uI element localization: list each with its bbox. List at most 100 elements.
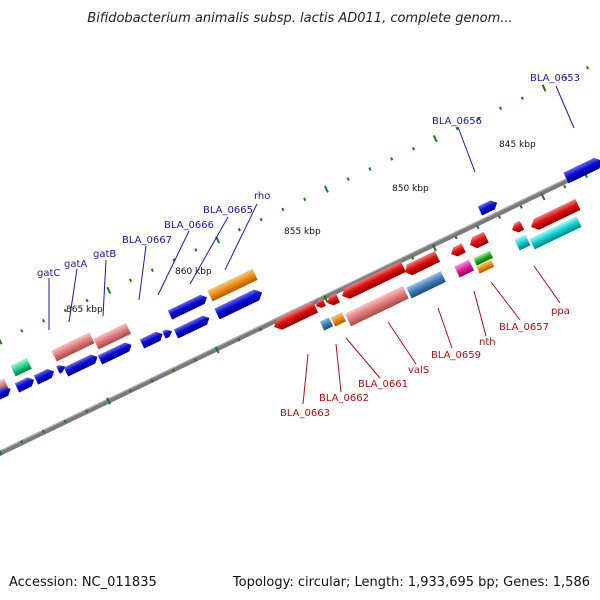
tick-label-850: 850 kbp xyxy=(392,184,429,194)
label-ppa[interactable]: ppa xyxy=(551,306,570,317)
tick-label-860: 860 kbp xyxy=(175,267,212,277)
gene-bla-0659[interactable] xyxy=(406,271,446,299)
gene-rho[interactable] xyxy=(214,287,264,320)
scale-tick xyxy=(281,207,285,212)
gene-nth-magenta[interactable] xyxy=(454,259,475,278)
scale-tick xyxy=(477,116,481,121)
scale-tick xyxy=(194,248,198,252)
label-bla-0663[interactable]: BLA_0663 xyxy=(280,408,330,419)
label-bla-0656[interactable]: BLA_0656 xyxy=(432,116,482,127)
scale-tick xyxy=(346,177,350,181)
scale-tick xyxy=(63,419,67,424)
gene-gatc[interactable] xyxy=(10,357,32,377)
gene-bla-0661[interactable] xyxy=(330,312,346,327)
label-gata[interactable]: gatA xyxy=(64,259,87,270)
label-leader-lines xyxy=(48,85,575,405)
scale-tick xyxy=(20,440,24,444)
scale-tick xyxy=(172,368,176,373)
gene-nth-green[interactable] xyxy=(473,250,493,266)
scale-tick xyxy=(498,215,502,219)
scale-tick xyxy=(150,268,154,272)
gene-bla-0667-small[interactable] xyxy=(162,327,174,339)
scale-tick xyxy=(498,106,503,111)
scale-tick xyxy=(540,193,546,201)
gene-ppa-cyan[interactable] xyxy=(529,216,582,250)
tick-label-865: 865 kbp xyxy=(66,305,103,315)
gene-gatb-2[interactable] xyxy=(97,340,134,365)
scale-tick xyxy=(584,174,588,179)
label-rho[interactable]: rho xyxy=(254,191,270,202)
forward-labels: BLA_0653 BLA_0656 rho BLA_0665 BLA_0666 … xyxy=(37,73,580,279)
scale-tick xyxy=(106,286,112,294)
label-bla-0657[interactable]: BLA_0657 xyxy=(499,322,549,333)
scale-tick xyxy=(85,409,89,413)
scale-tick xyxy=(41,318,46,323)
scale-tick xyxy=(432,244,437,252)
gene-gatb[interactable] xyxy=(93,322,132,350)
scale-tick xyxy=(564,76,568,80)
gene-nth-a[interactable] xyxy=(467,231,489,251)
tick-label-845: 845 kbp xyxy=(499,140,536,150)
label-bla-0662[interactable]: BLA_0662 xyxy=(319,393,369,404)
label-bla-0666[interactable]: BLA_0666 xyxy=(164,220,214,231)
scale-tick xyxy=(432,135,438,143)
gene-bla-0659-red[interactable] xyxy=(402,250,441,277)
gene-bla-0656[interactable] xyxy=(477,198,499,216)
gene-vals[interactable] xyxy=(344,285,409,327)
gene-bla-0662[interactable] xyxy=(319,317,334,331)
gene-nth-b[interactable] xyxy=(449,243,466,258)
gene-bla-0653[interactable] xyxy=(563,155,600,184)
label-bla-0653[interactable]: BLA_0653 xyxy=(530,73,580,84)
gene-bla-0661-red[interactable] xyxy=(325,293,340,307)
label-gatc[interactable]: gatC xyxy=(37,268,60,279)
scale-tick xyxy=(519,205,523,209)
label-vals[interactable]: valS xyxy=(408,365,429,376)
gene-ppa-cyan-small[interactable] xyxy=(514,234,531,251)
scale-tick xyxy=(455,126,459,131)
gene-bla-0667[interactable] xyxy=(139,330,165,349)
tick-label-855: 855 kbp xyxy=(284,227,321,237)
map-title: Bifidobacterium animalis subsp. lactis A… xyxy=(87,11,512,26)
gene-edge-4[interactable] xyxy=(0,384,13,400)
scale-dots-outer xyxy=(0,65,590,345)
gene-bla-0662-red[interactable] xyxy=(314,298,326,309)
gene-nth-orange[interactable] xyxy=(476,259,495,274)
scale-tick xyxy=(106,397,111,405)
label-bla-0659[interactable]: BLA_0659 xyxy=(431,350,481,361)
gene-gata[interactable] xyxy=(51,332,95,362)
scale-tick xyxy=(563,184,567,189)
label-bla-0661[interactable]: BLA_0661 xyxy=(358,379,408,390)
gene-gatc-2[interactable] xyxy=(33,367,56,385)
label-nth[interactable]: nth xyxy=(479,337,496,348)
reverse-labels: ppa BLA_0657 nth BLA_0659 valS BLA_0661 … xyxy=(280,306,570,419)
gene-gata-2[interactable] xyxy=(63,352,100,377)
scale-tick xyxy=(520,96,524,100)
label-gatb[interactable]: gatB xyxy=(93,249,116,260)
scale-tick xyxy=(259,327,263,332)
scale-tick xyxy=(411,146,416,151)
scale-tick xyxy=(237,337,241,342)
gene-bla-0665[interactable] xyxy=(207,268,258,302)
scale-tick xyxy=(303,197,307,202)
scale-tick xyxy=(323,295,329,303)
label-bla-0667[interactable]: BLA_0667 xyxy=(122,235,172,246)
gene-edge-2[interactable] xyxy=(56,363,67,374)
scale-labels: 845 kbp 850 kbp 855 kbp 860 kbp 865 kbp xyxy=(66,140,536,315)
gene-bla-0666-b[interactable] xyxy=(173,313,212,339)
scale-tick xyxy=(193,358,198,362)
scale-tick xyxy=(454,235,458,240)
reverse-features xyxy=(271,199,582,333)
scale-tick xyxy=(41,429,45,434)
scale-tick xyxy=(150,378,154,383)
scale-tick xyxy=(390,157,394,161)
gene-bla-0666-a[interactable] xyxy=(167,293,209,320)
gene-edge-1[interactable] xyxy=(14,375,36,393)
gene-bla-0663[interactable] xyxy=(271,301,319,333)
forward-features xyxy=(0,155,600,400)
gene-bla-0657[interactable] xyxy=(510,220,525,235)
accession-text: Accession: NC_011835 xyxy=(9,575,157,590)
gene-vals-red[interactable] xyxy=(339,261,406,301)
label-bla-0665[interactable]: BLA_0665 xyxy=(203,205,253,216)
gene-ppa[interactable] xyxy=(528,199,581,232)
